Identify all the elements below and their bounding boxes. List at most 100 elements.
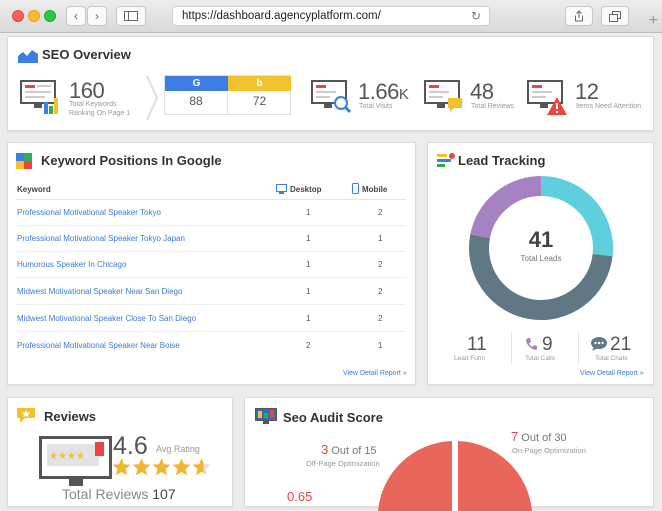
- star-icon: [152, 458, 171, 476]
- col-desktop-header[interactable]: Desktop: [290, 185, 322, 194]
- review-monitor-icon: ★★★★: [39, 436, 112, 486]
- keyword-link[interactable]: Professional Motivational Speaker Near B…: [17, 341, 180, 350]
- donut-segment-lead-form: [540, 176, 613, 257]
- total-chats-value: 21: [610, 334, 632, 355]
- mobile-rank: 1: [378, 234, 383, 243]
- close-window-button[interactable]: [12, 10, 24, 22]
- star-icon: [112, 458, 131, 476]
- keyword-link[interactable]: Humorous Speaker In Chicago: [17, 260, 127, 269]
- total-leads-label: Total Leads: [520, 254, 562, 263]
- monitor-review-icon: [424, 80, 462, 112]
- total-reviews-count: 107: [152, 486, 176, 502]
- star-icon: [172, 458, 191, 476]
- mobile-rank: 2: [378, 287, 383, 296]
- monitor-warning-icon: [527, 80, 567, 115]
- browser-toolbar: ‹ › https://dashboard.agencyplatform.com…: [0, 0, 662, 33]
- forward-button[interactable]: ›: [87, 6, 107, 26]
- table-row: Professional Motivational Speaker Tokyo …: [16, 200, 406, 226]
- keyword-link[interactable]: Midwest Motivational Speaker Close To Sa…: [17, 314, 197, 323]
- phone-icon: [526, 338, 537, 350]
- zoom-window-button[interactable]: [44, 10, 56, 22]
- total-reviews-line: Total Reviews 107: [62, 486, 176, 502]
- lead-donut-chart: [469, 176, 613, 320]
- bing-icon: b: [256, 78, 263, 89]
- table-row: Professional Motivational Speaker Tokyo …: [16, 226, 406, 252]
- reviews-title: Reviews: [44, 409, 97, 424]
- review-bubble-icon: [17, 408, 35, 423]
- total-visits-label: Total Visits: [359, 103, 393, 110]
- monitor-ranking-icon: [20, 80, 58, 114]
- keyword-link[interactable]: Professional Motivational Speaker Tokyo …: [17, 234, 185, 243]
- mobile-rank: 2: [378, 314, 383, 323]
- total-calls-value: 9: [542, 334, 553, 355]
- seo-audit-title: Seo Audit Score: [283, 410, 383, 425]
- google-icon: G: [192, 78, 201, 89]
- donut-segment-total-chats: [469, 234, 613, 320]
- star-icon: [192, 458, 211, 476]
- tabs-icon: [609, 10, 621, 22]
- mobile-rank: 2: [378, 208, 383, 217]
- desktop-rank: 1: [306, 287, 311, 296]
- table-row: Midwest Motivational Speaker Close To Sa…: [16, 306, 406, 332]
- address-bar[interactable]: https://dashboard.agencyplatform.com/ ↻: [172, 6, 490, 26]
- google-maps-icon: [16, 153, 32, 169]
- onpage-score-total: Out of 30: [521, 432, 567, 444]
- keyword-positions-title: Keyword Positions In Google: [41, 153, 222, 168]
- bing-value: 72: [252, 94, 267, 108]
- sidebar-toggle-button[interactable]: [116, 6, 146, 26]
- audit-score-gauge: [378, 441, 532, 511]
- tracking-icon: [437, 153, 455, 167]
- total-visits-value: 1.66K: [358, 79, 409, 105]
- table-row: Professional Motivational Speaker Near B…: [16, 333, 406, 359]
- total-visits-number: 1.66: [358, 79, 399, 104]
- lead-tracking-card: Lead Tracking 41 Total Leads 11 Lead For…: [427, 142, 654, 385]
- share-button[interactable]: [565, 6, 593, 26]
- back-button[interactable]: ‹: [66, 6, 86, 26]
- table-row: Humorous Speaker In Chicago 1 2: [16, 252, 406, 278]
- lead-form-label: Lead Form: [454, 355, 486, 362]
- reviews-card: Reviews ★★★★ 4.6 Avg Rating Total Review…: [7, 397, 233, 507]
- chevron-left-icon: ‹: [74, 9, 78, 23]
- onpage-label: On-Page Optimization: [512, 446, 586, 455]
- total-visits-suffix: K: [398, 86, 409, 103]
- desktop-rank: 1: [306, 314, 311, 323]
- svg-text:★★★★: ★★★★: [49, 451, 85, 462]
- col-keyword-header[interactable]: Keyword: [17, 185, 51, 194]
- chevron-divider-icon: [146, 75, 159, 121]
- table-row: Midwest Motivational Speaker Near San Di…: [16, 279, 406, 305]
- reload-icon[interactable]: ↻: [470, 9, 481, 23]
- mobile-rank: 1: [378, 341, 383, 350]
- seo-overview-title: SEO Overview: [42, 47, 131, 62]
- attention-value: 12: [575, 79, 599, 104]
- search-engine-ranks: G b 88 72: [164, 75, 291, 115]
- share-icon: [575, 10, 583, 22]
- keywords-detail-link[interactable]: View Detail Report »: [343, 370, 407, 377]
- donut-segment-total-calls: [470, 176, 542, 239]
- offpage-score-total: Out of 15: [331, 445, 377, 457]
- total-reviews-value: 48: [470, 79, 494, 104]
- divider: [578, 331, 579, 365]
- keyword-link[interactable]: Midwest Motivational Speaker Near San Di…: [17, 287, 183, 296]
- google-header: G: [165, 76, 228, 91]
- chevron-right-icon: ›: [95, 9, 99, 23]
- keyword-link[interactable]: Professional Motivational Speaker Tokyo: [17, 208, 161, 217]
- onpage-score-number: 7: [511, 429, 519, 444]
- monitor-search-icon: [311, 80, 351, 114]
- total-calls-label: Total Calls: [525, 355, 555, 362]
- lead-form-value: 11: [467, 334, 487, 355]
- rating-stars: [112, 458, 212, 481]
- avg-rating-value: 4.6: [113, 432, 148, 460]
- new-tab-icon[interactable]: +: [648, 12, 658, 29]
- col-mobile-header[interactable]: Mobile: [362, 185, 388, 194]
- tabs-button[interactable]: [601, 6, 629, 26]
- offpage-score: 3 Out of 15: [321, 442, 377, 457]
- offpage-score-number: 3: [321, 442, 329, 457]
- divider: [511, 331, 512, 365]
- desktop-rank: 1: [306, 234, 311, 243]
- url-text: https://dashboard.agencyplatform.com/: [182, 10, 381, 22]
- lead-detail-link[interactable]: View Detail Report »: [580, 370, 644, 377]
- desktop-rank: 1: [306, 208, 311, 217]
- minimize-window-button[interactable]: [28, 10, 40, 22]
- total-chats-label: Total Chats: [595, 355, 628, 362]
- table-header-divider: [16, 199, 406, 200]
